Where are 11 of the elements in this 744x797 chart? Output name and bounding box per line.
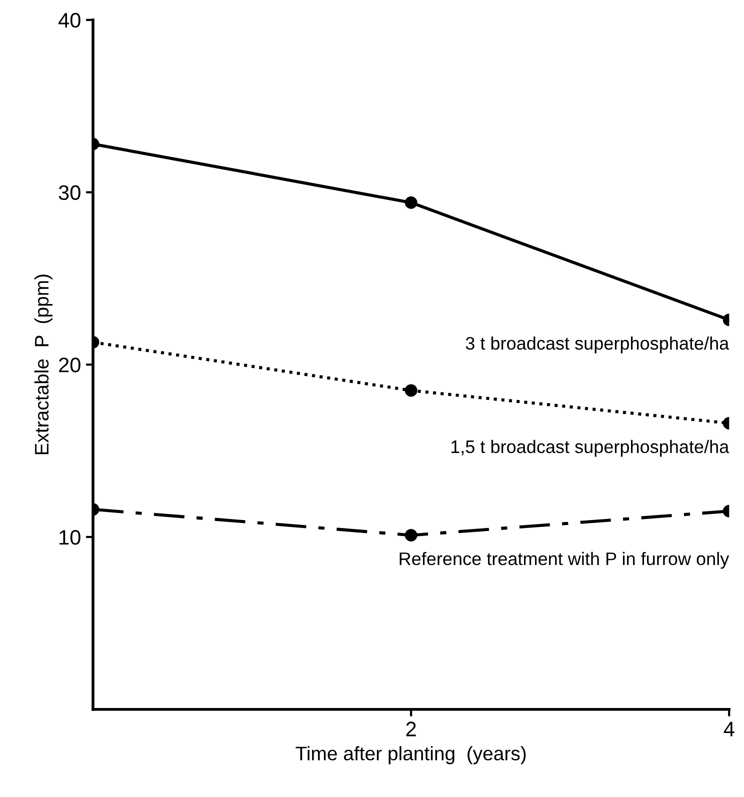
series-label: 1,5 t broadcast superphosphate/ha — [451, 440, 730, 457]
y-tick-label: 40 — [58, 12, 80, 28]
y-tick-label: 20 — [59, 358, 80, 372]
series-label: 3 t broadcast superphosphate/ha — [466, 336, 730, 354]
x-tick-label: 2 — [406, 722, 416, 736]
x-tick-label: 4 — [724, 722, 734, 736]
y-axis-title: Extractable P (ppm) — [34, 274, 52, 454]
y-tick-label: 30 — [58, 185, 80, 200]
series-label: Reference treatment with P in furrow only — [400, 552, 730, 569]
x-axis-title: Time after planting (years) — [296, 746, 526, 764]
y-tick-label: 10 — [60, 530, 80, 545]
